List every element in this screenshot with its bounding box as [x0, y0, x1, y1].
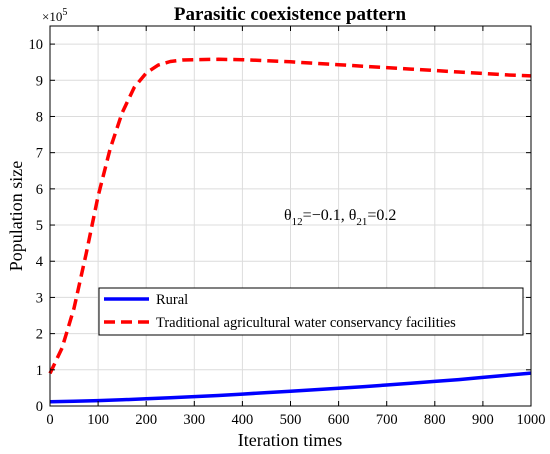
y-tick-label: 9 [36, 73, 43, 89]
x-tick-label: 400 [232, 412, 254, 428]
legend-box [98, 287, 524, 336]
x-tick-label: 600 [328, 412, 350, 428]
x-tick-labels: 0 100 200 300 400 500 600 700 800 900 1000 [46, 412, 545, 428]
ticks [49, 26, 532, 407]
theta21-value: =0.2 [367, 207, 396, 224]
theta12-symbol: θ [284, 207, 292, 224]
y-tick-label: 1 [36, 363, 43, 379]
x-tick-label: 300 [183, 412, 205, 428]
y-tick-label: 2 [36, 327, 43, 343]
y-tick-label: 4 [36, 254, 44, 270]
series-line-traditional-facilities [48, 57, 532, 375]
y-exponent-power: 5 [62, 7, 67, 18]
series-line-rural [49, 371, 532, 404]
x-tick-label: 500 [280, 412, 302, 428]
y-tick-label: 5 [36, 218, 43, 234]
theta12-value: =−0.1, [303, 207, 349, 224]
series-layer [48, 57, 532, 404]
y-axis-label: Population size [6, 161, 26, 272]
theta21-subscript: 21 [356, 216, 367, 228]
x-tick-label: 100 [87, 412, 109, 428]
x-tick-label: 700 [376, 412, 398, 428]
y-exponent: ×105 [42, 7, 67, 24]
x-tick-label: 200 [135, 412, 157, 428]
y-exponent-base: ×10 [42, 9, 62, 24]
x-tick-label: 0 [46, 412, 53, 428]
legend-label-rural: Rural [156, 292, 188, 308]
x-axis-label: Iteration times [238, 430, 342, 450]
y-tick-label: 7 [36, 146, 43, 162]
y-tick-labels: 0 1 2 3 4 5 6 7 8 9 10 [29, 37, 44, 415]
legend-label-traditional-facilities: Traditional agricultural water conservan… [156, 315, 456, 331]
y-tick-label: 3 [36, 290, 43, 306]
y-tick-label: 8 [36, 109, 43, 125]
y-tick-label: 6 [36, 182, 43, 198]
theta21-symbol: θ [349, 207, 357, 224]
theta12-subscript: 12 [292, 216, 303, 228]
parameter-annotation: θ12=−0.1, θ21=0.2 [284, 207, 396, 228]
y-tick-label: 0 [36, 399, 43, 415]
x-tick-label: 1000 [517, 412, 546, 428]
x-tick-label: 800 [424, 412, 446, 428]
chart-title: Parasitic coexistence pattern [174, 4, 407, 25]
y-tick-label: 10 [29, 37, 44, 53]
x-tick-label: 900 [472, 412, 494, 428]
legend: Rural Traditional agricultural water con… [98, 287, 524, 336]
